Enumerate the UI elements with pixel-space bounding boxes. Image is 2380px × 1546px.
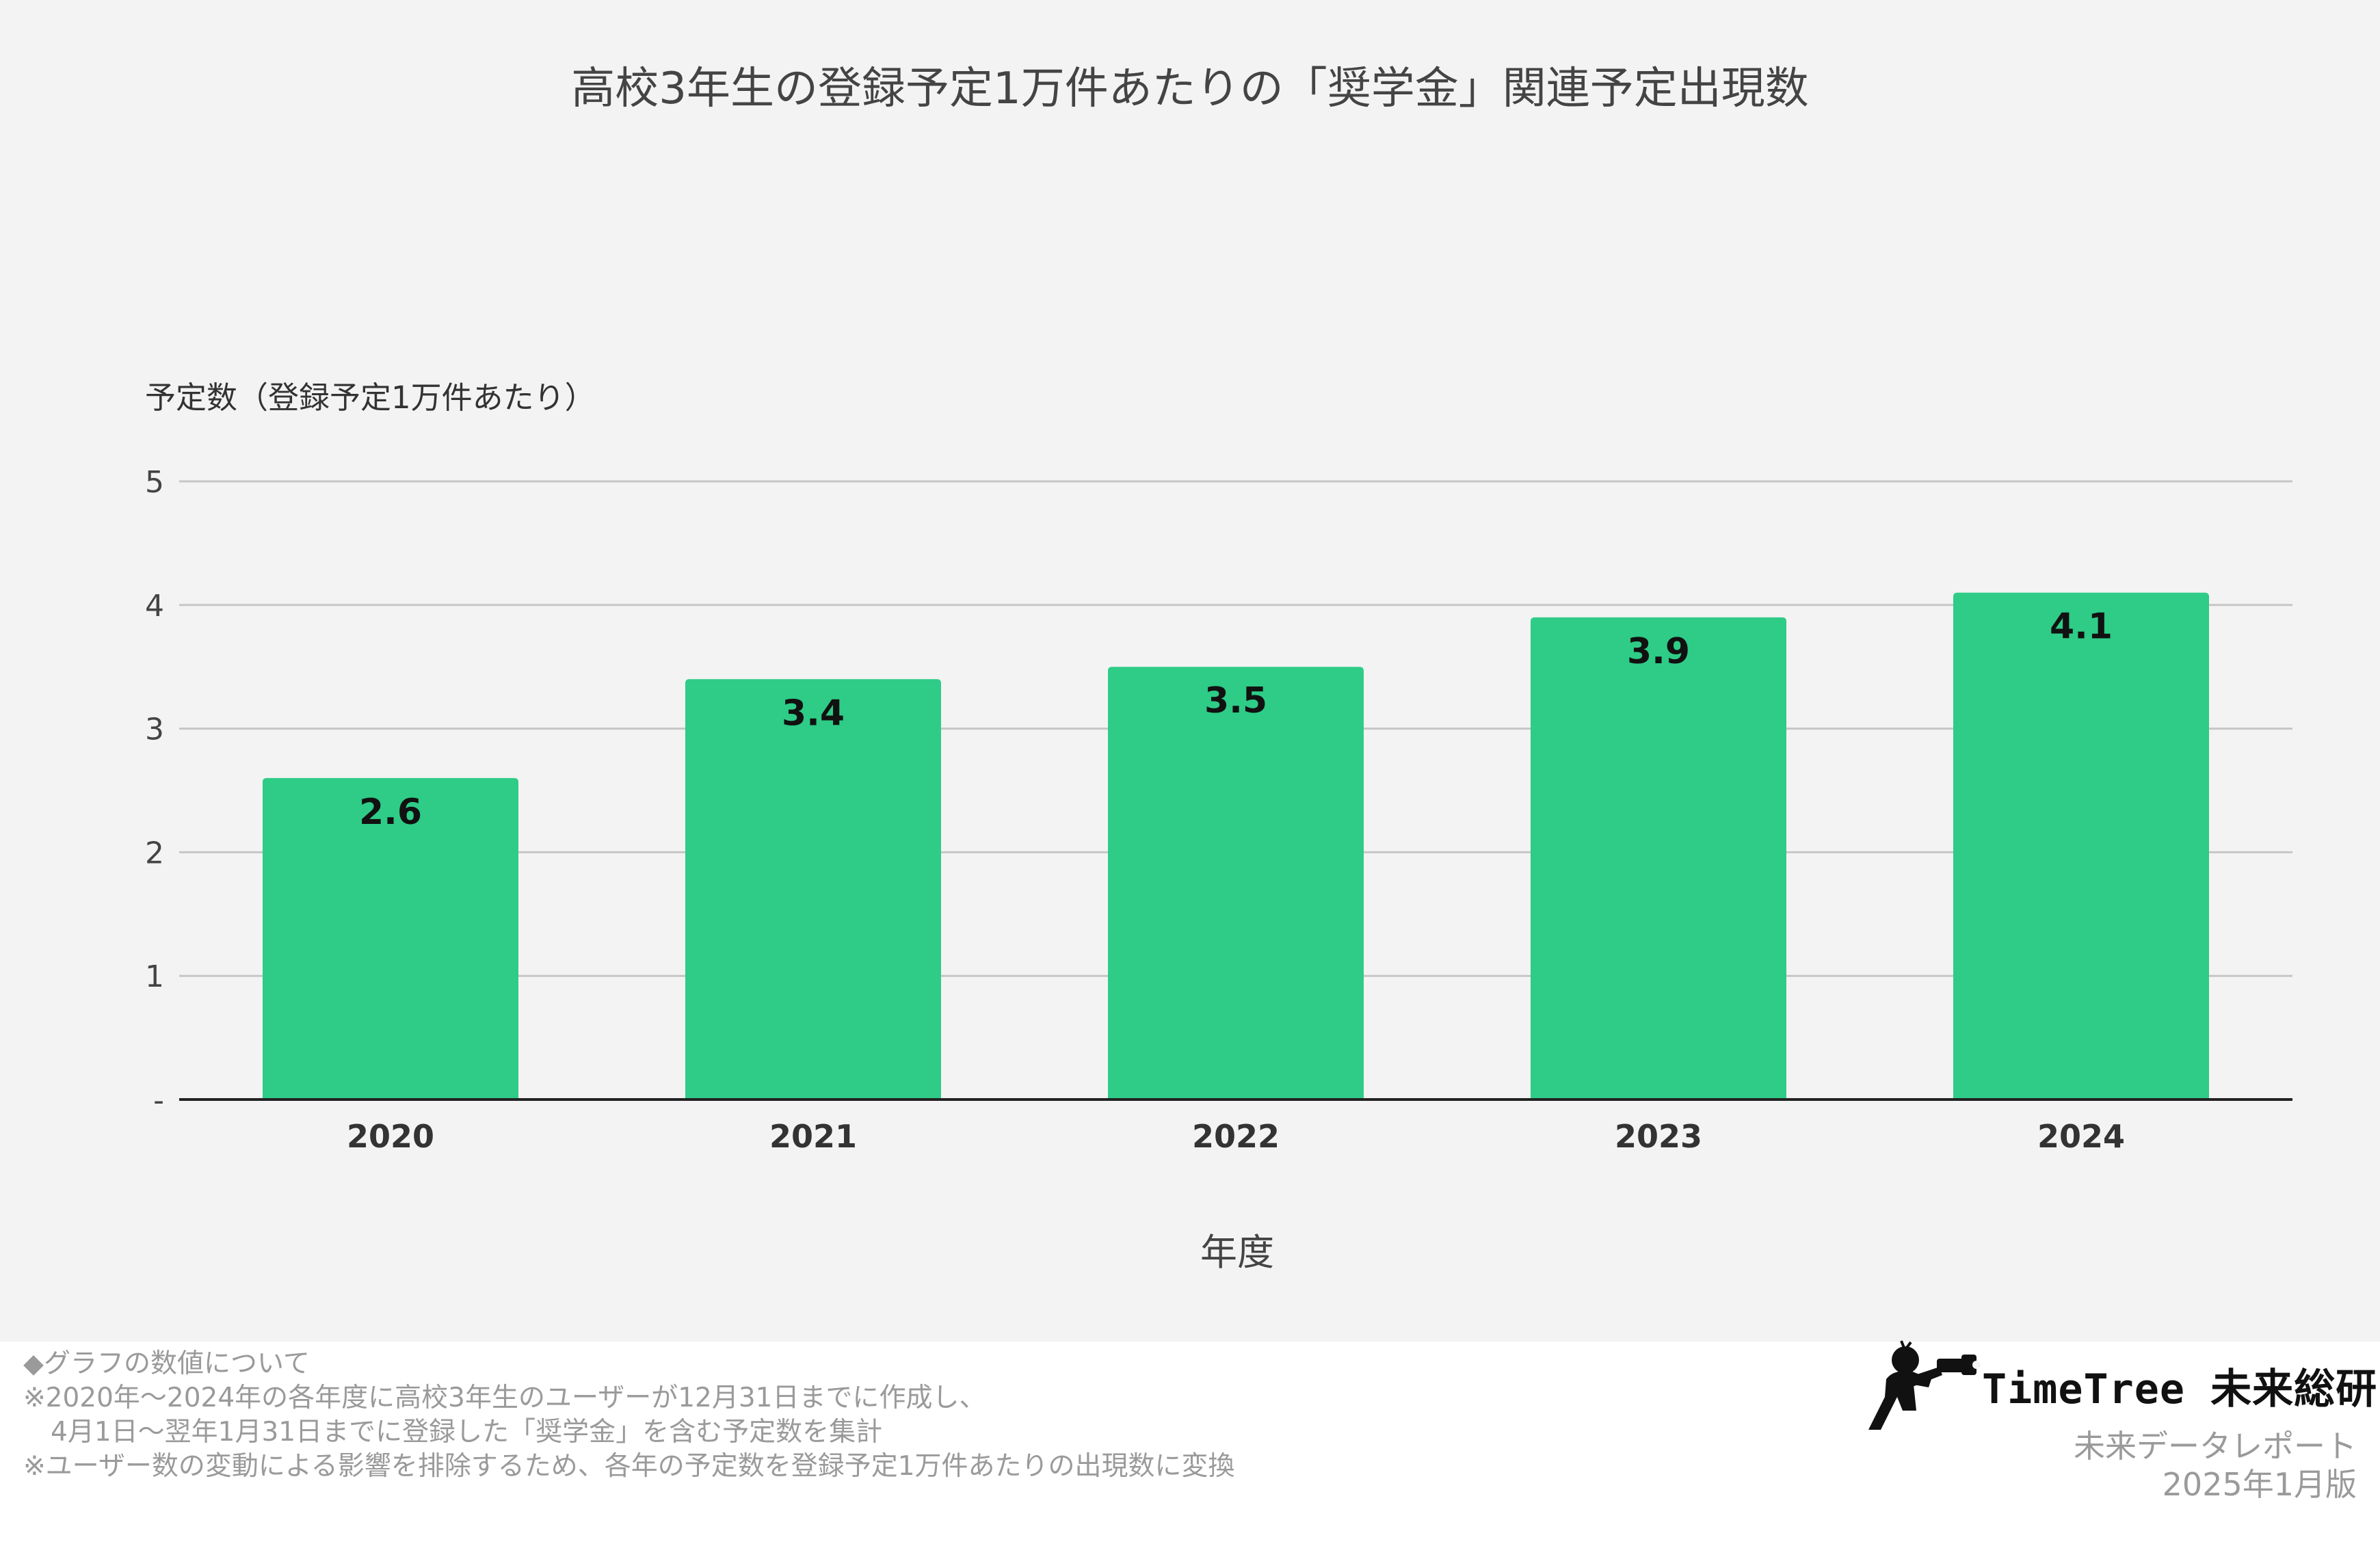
footnote-line: ※ユーザー数の変動による影響を排除するため、各年の予定数を登録予定1万件あたりの…	[23, 1451, 1235, 1482]
chart-title: 高校3年生の登録予定1万件あたりの「奨学金」関連予定出現数	[571, 64, 1809, 114]
data-label: 2.6	[359, 792, 422, 833]
data-label: 3.5	[1204, 680, 1267, 721]
x-tick-label: 2023	[1615, 1118, 1702, 1155]
data-label: 3.9	[1627, 631, 1690, 672]
y-tick-label: 2	[145, 836, 164, 870]
footnote-line: 4月1日～翌年1月31日までに登録した「奨学金」を含む予定数を集計	[51, 1417, 883, 1448]
brand-report: 未来データレポート 2025年1月版	[2074, 1427, 2357, 1504]
bar-2024	[1953, 592, 2209, 1099]
y-tick-label: 3	[145, 712, 164, 747]
report-edition: 2025年1月版	[2162, 1466, 2357, 1503]
y-tick-label: 5	[145, 465, 164, 500]
y-tick-label: 4	[145, 589, 164, 624]
footnotes: ◆グラフの数値について ※2020年～2024年の各年度に高校3年生のユーザーが…	[23, 1347, 1235, 1484]
bar-2021	[685, 679, 941, 1099]
x-tick-label: 2021	[769, 1118, 857, 1155]
y-tick-label: -	[153, 1083, 164, 1118]
data-label: 3.4	[782, 693, 845, 734]
data-label: 4.1	[2050, 607, 2113, 648]
bar-chart: - 1 2 3 4 5 2.6 2020 3.4 2021 3.5 2022 3.9 2023 4.1 202…	[145, 465, 2292, 1155]
bar-2022	[1108, 667, 1364, 1099]
footnote-line: ※2020年～2024年の各年度に高校3年生のユーザーが12月31日までに作成し…	[23, 1383, 986, 1413]
photographer-silhouette-icon	[1868, 1340, 1981, 1430]
brand-block: TimeTree 未来総研 未来データレポート 2025年1月版	[1860, 1337, 2380, 1535]
bars	[263, 592, 2209, 1099]
brand-name: TimeTree 未来総研	[1982, 1365, 2378, 1413]
chart-panel: 高校3年生の登録予定1万件あたりの「奨学金」関連予定出現数 予定数（登録予定1万…	[0, 0, 2380, 1342]
x-tick-label: 2024	[2037, 1118, 2125, 1155]
x-tick-label: 2022	[1192, 1118, 1280, 1155]
footnote-heading: ◆グラフの数値について	[23, 1348, 310, 1379]
report-title: 未来データレポート	[2074, 1428, 2357, 1465]
labels: - 1 2 3 4 5 2.6 2020 3.4 2021 3.5 2022 3.9 2023 4.1 202…	[145, 465, 2125, 1155]
x-axis-title: 年度	[1200, 1231, 1274, 1274]
y-tick-label: 1	[145, 959, 164, 994]
bar-2023	[1531, 617, 1786, 1099]
bar-2020	[263, 777, 518, 1099]
y-axis-title: 予定数（登録予定1万件あたり）	[145, 379, 596, 416]
x-tick-label: 2020	[347, 1118, 434, 1155]
